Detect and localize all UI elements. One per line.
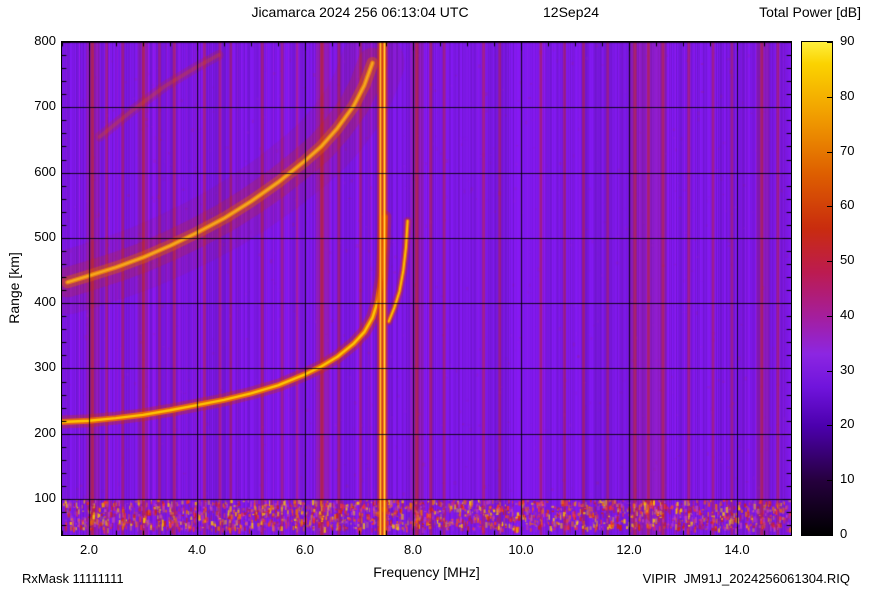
colorbar-tick-label: 20 [840, 416, 855, 432]
colorbar-tick-mark [827, 151, 832, 153]
y-tick-label: 600 [34, 163, 56, 179]
y-tick-label: 100 [34, 490, 56, 506]
x-tick-label: 2.0 [79, 542, 99, 557]
y-tick-label: 700 [34, 98, 56, 114]
colorbar-tick-mark [827, 42, 832, 43]
colorbar-tick-label: 70 [840, 142, 855, 158]
x-axis-label: Frequency [MHz] [373, 564, 480, 580]
x-tick-label: 14.0 [724, 542, 750, 557]
x-tick-label: 10.0 [508, 542, 534, 557]
x-tick-label: 4.0 [187, 542, 207, 557]
y-tick-label: 400 [34, 294, 56, 310]
colorbar-gradient [802, 42, 832, 535]
colorbar-tick-label: 90 [840, 33, 855, 48]
colorbar-tick-mark [827, 480, 832, 482]
y-axis-label: Range [km] [6, 252, 22, 324]
colorbar-tick-label: 40 [840, 306, 855, 322]
colorbar-tick-mark [827, 370, 832, 372]
y-tick-label: 200 [34, 424, 56, 440]
x-tick-label: 12.0 [616, 542, 642, 557]
colorbar-tick-mark [827, 96, 832, 98]
y-tick-label: 300 [34, 359, 56, 375]
colorbar-title: Total Power [dB] [759, 4, 861, 20]
colorbar-tick-label: 10 [840, 471, 855, 487]
rxmask-label: RxMask 11111111 [22, 571, 124, 586]
y-tick-label: 800 [34, 33, 56, 48]
chart-title: Jicamarca 2024 256 06:13:04 UTC [251, 4, 469, 20]
colorbar-tick-label: 0 [840, 526, 848, 541]
x-tick-label: 8.0 [403, 542, 423, 557]
file-id-label: VIPIR JM91J_2024256061304.RIQ [642, 571, 850, 586]
colorbar-frame [801, 41, 833, 536]
chart-date: 12Sep24 [543, 4, 600, 20]
colorbar-tick-mark [827, 261, 832, 263]
colorbar-tick-label: 60 [840, 197, 855, 213]
colorbar-tick-label: 30 [840, 361, 855, 377]
colorbar-tick-mark [827, 534, 832, 535]
colorbar-tick-label: 80 [840, 87, 855, 103]
colorbar-tick-label: 50 [840, 252, 855, 268]
plot-frame [61, 41, 792, 536]
colorbar-tick-mark [827, 425, 832, 427]
colorbar-tick-mark [827, 315, 832, 317]
y-tick-label: 500 [34, 228, 56, 244]
ionogram-heatmap [62, 42, 791, 535]
x-tick-label: 6.0 [295, 542, 315, 557]
colorbar-tick-mark [827, 206, 832, 208]
